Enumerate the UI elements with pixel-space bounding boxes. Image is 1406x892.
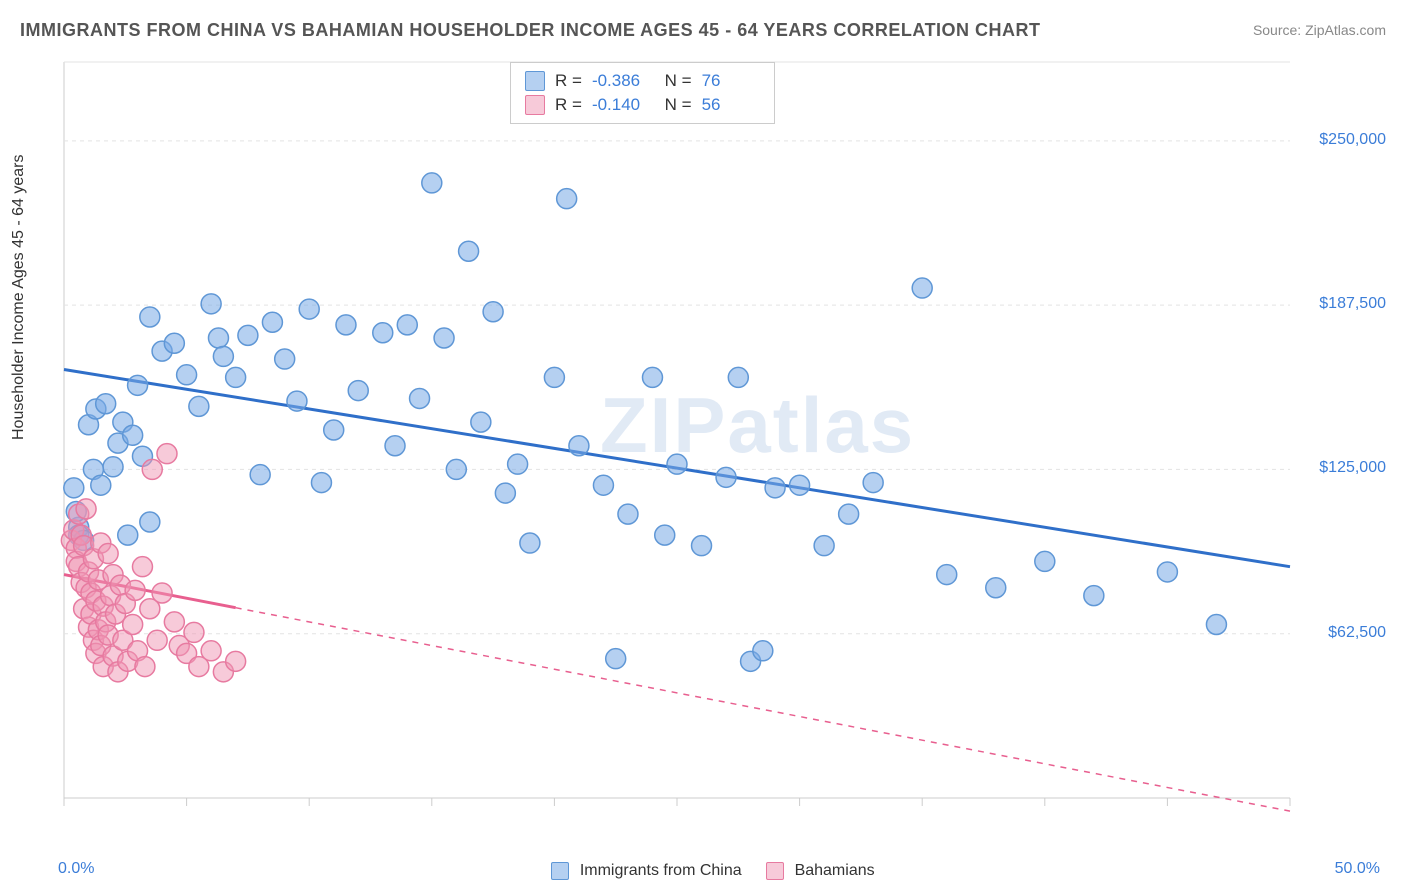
n-value-2: 56 [702,95,760,115]
y-tick-label: $125,000 [1319,459,1386,477]
scatter-chart [60,58,1380,838]
stats-legend-box: R = -0.386 N = 76 R = -0.140 N = 56 [510,62,775,124]
bottom-legend: Immigrants from China Bahamians [0,862,1406,880]
legend-label-2: Bahamians [795,862,875,879]
y-tick-label: $187,500 [1319,295,1386,313]
swatch-series-2 [525,95,545,115]
legend-label-1: Immigrants from China [580,862,742,879]
y-axis-label: Householder Income Ages 45 - 64 years [10,155,28,441]
source-label: Source: ZipAtlas.com [1253,22,1386,38]
legend-swatch-2 [766,862,784,880]
legend-swatch-1 [551,862,569,880]
stats-row-series-2: R = -0.140 N = 56 [525,93,760,117]
n-value-1: 76 [702,71,760,91]
r-value-2: -0.140 [592,95,650,115]
page-title: IMMIGRANTS FROM CHINA VS BAHAMIAN HOUSEH… [20,20,1041,41]
swatch-series-1 [525,71,545,91]
y-tick-label: $250,000 [1319,131,1386,149]
y-tick-label: $62,500 [1328,624,1386,642]
stats-row-series-1: R = -0.386 N = 76 [525,69,760,93]
r-value-1: -0.386 [592,71,650,91]
